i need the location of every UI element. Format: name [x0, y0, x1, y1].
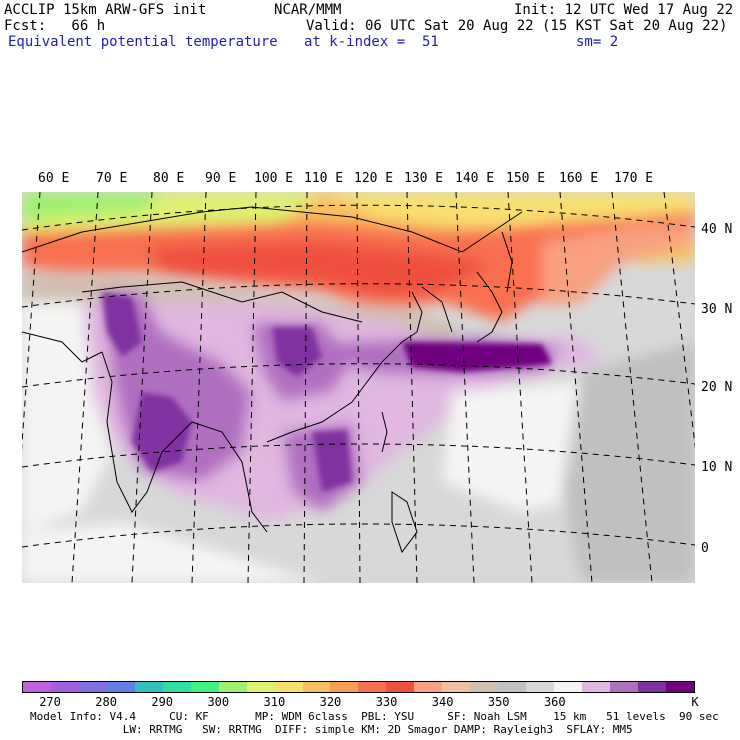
color-swatch	[50, 682, 79, 692]
color-swatch	[106, 682, 135, 692]
smoothing-label: sm= 2	[576, 34, 619, 50]
lon-label: 70 E	[96, 171, 128, 186]
color-swatch	[190, 682, 219, 692]
color-swatch	[162, 682, 191, 692]
color-swatch	[302, 682, 331, 692]
lat-label: 10 N	[701, 460, 733, 475]
lon-label: 140 E	[455, 171, 495, 186]
k-index-label: at k-index = 51	[304, 34, 439, 50]
lon-label: 170 E	[614, 171, 654, 186]
color-swatch	[246, 682, 275, 692]
init-time: Init: 12 UTC Wed 17 Aug 22	[514, 2, 734, 18]
color-scale-tick: 320	[319, 695, 342, 709]
lon-label: 90 E	[205, 171, 237, 186]
lon-label: 160 E	[559, 171, 599, 186]
lon-label: 80 E	[153, 171, 185, 186]
coastlines	[22, 206, 523, 554]
color-swatch	[637, 682, 666, 692]
lon-label: 120 E	[354, 171, 394, 186]
color-swatch	[582, 682, 611, 692]
color-swatch	[330, 682, 359, 692]
color-scale-bar	[22, 681, 695, 693]
color-swatch	[414, 682, 443, 692]
color-scale-tick: 300	[207, 695, 230, 709]
forecast-map	[22, 192, 695, 583]
lat-label: 0	[701, 541, 709, 556]
run-title: ACCLIP 15km ARW-GFS init	[4, 2, 207, 18]
institution-label: NCAR/MMM	[274, 2, 342, 18]
theta-e-field	[22, 192, 695, 583]
color-scale-tick: 290	[151, 695, 174, 709]
color-scale-tick: 270	[39, 695, 61, 709]
color-swatch	[23, 682, 51, 692]
color-swatch	[526, 682, 555, 692]
color-scale-tick: 330	[375, 695, 398, 709]
color-swatch	[554, 682, 583, 692]
color-scale-tick: 310	[263, 695, 286, 709]
color-swatch	[218, 682, 247, 692]
color-swatch	[665, 682, 694, 692]
color-scale-tick: 350	[487, 695, 510, 709]
color-scale-tick: 340	[431, 695, 454, 709]
graticule	[22, 192, 695, 583]
lon-label: 150 E	[506, 171, 546, 186]
lat-label: 40 N	[701, 222, 733, 237]
color-scale-tick: 360	[543, 695, 566, 709]
model-info-line2: LW: RRTMG SW: RRTMG DIFF: simple KM: 2D …	[30, 723, 633, 736]
color-scale-tick: K	[691, 695, 699, 709]
valid-time: Valid: 06 UTC Sat 20 Aug 22 (15 KST Sat …	[306, 18, 728, 34]
color-swatch	[386, 682, 415, 692]
lon-label: 100 E	[254, 171, 294, 186]
lat-label: 20 N	[701, 380, 733, 395]
lon-label: 60 E	[38, 171, 70, 186]
color-swatch	[470, 682, 499, 692]
color-swatch	[442, 682, 471, 692]
field-name: Equivalent potential temperature	[8, 34, 278, 50]
color-swatch	[358, 682, 387, 692]
color-swatch	[498, 682, 527, 692]
lon-label: 130 E	[404, 171, 444, 186]
lon-label: 110 E	[304, 171, 344, 186]
color-swatch	[274, 682, 303, 692]
color-swatch	[134, 682, 163, 692]
color-swatch	[610, 682, 638, 692]
model-info-line1: Model Info: V4.4 CU: KF MP: WDM 6class P…	[30, 710, 719, 723]
color-swatch	[78, 682, 107, 692]
forecast-hour: Fcst: 66 h	[4, 18, 106, 34]
color-scale-tick: 280	[95, 695, 117, 709]
lat-label: 30 N	[701, 302, 733, 317]
